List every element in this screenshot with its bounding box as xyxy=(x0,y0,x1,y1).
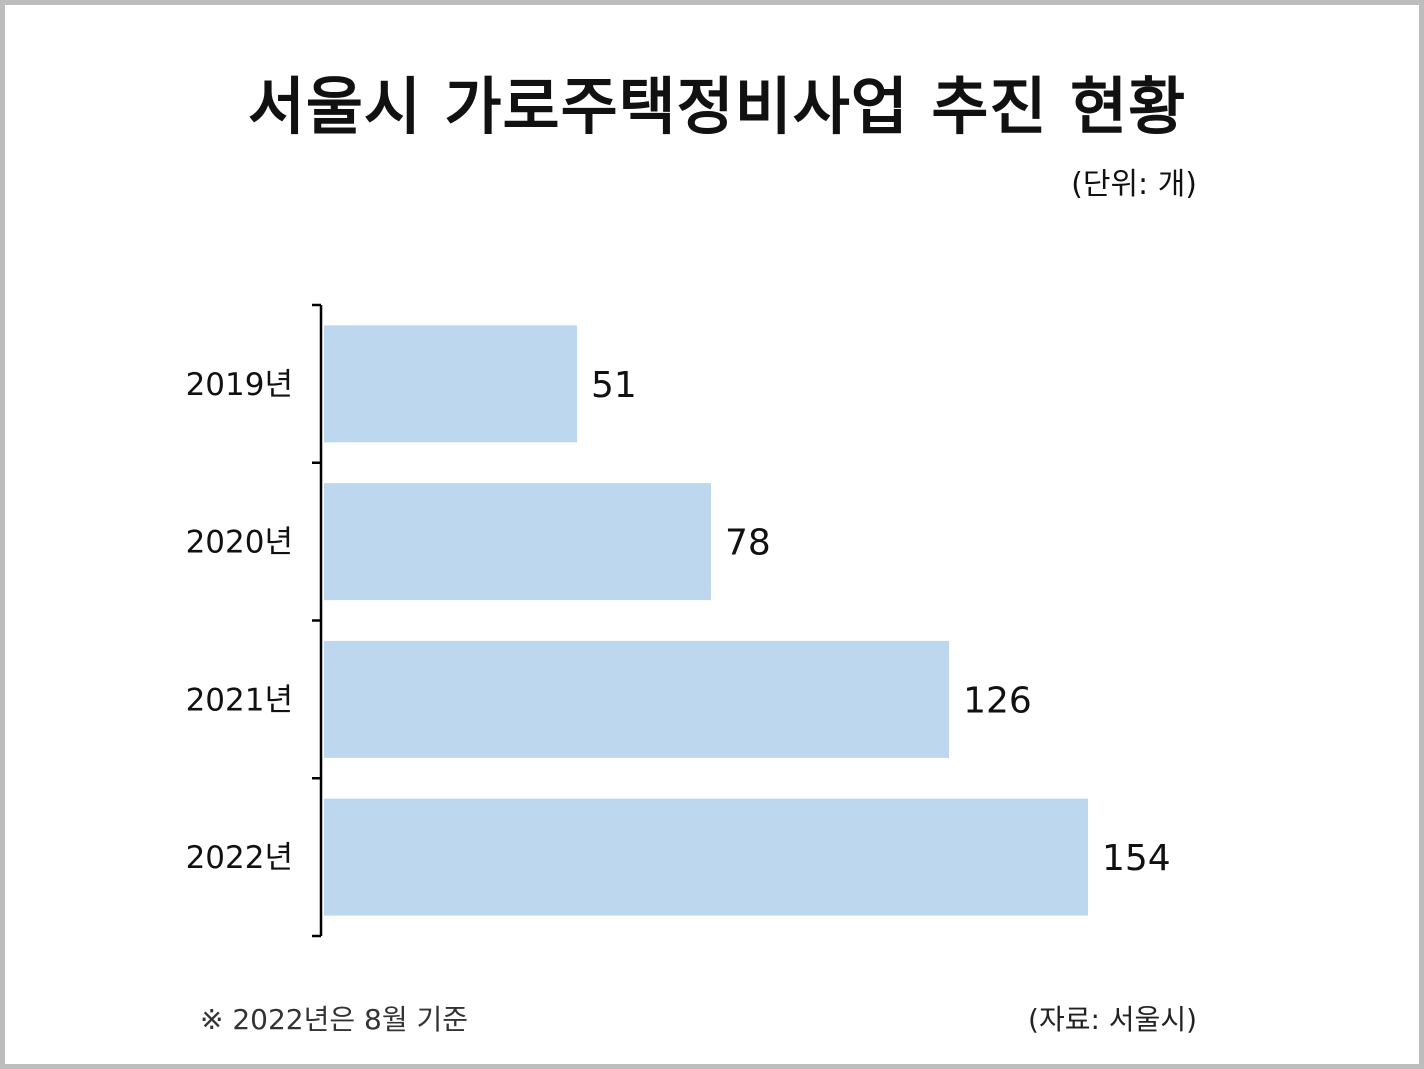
category-label: 2020년 xyxy=(186,525,293,561)
bar-2020년 xyxy=(324,483,711,601)
data-label: 154 xyxy=(1102,838,1171,879)
data-label: 51 xyxy=(591,365,637,406)
footnote: ※ 2022년은 8월 기준 xyxy=(200,1003,469,1036)
data-label: 78 xyxy=(725,523,771,564)
chart-title: 서울시 가로주택정비사업 추진 현황 xyxy=(247,70,1187,143)
data-label: 126 xyxy=(963,680,1032,721)
bar-chart: 2019년 51 2020년 78 2021년 126 2022년 154 xyxy=(186,303,1171,938)
source-note: (자료: 서울시) xyxy=(1028,1003,1197,1036)
bar-2019년 xyxy=(324,325,578,443)
unit-label: (단위: 개) xyxy=(1071,167,1197,202)
category-label: 2022년 xyxy=(186,840,293,876)
bar-2021년 xyxy=(324,640,950,758)
category-label: 2019년 xyxy=(186,367,293,403)
category-label: 2021년 xyxy=(186,682,293,718)
bar-2022년 xyxy=(324,798,1088,916)
